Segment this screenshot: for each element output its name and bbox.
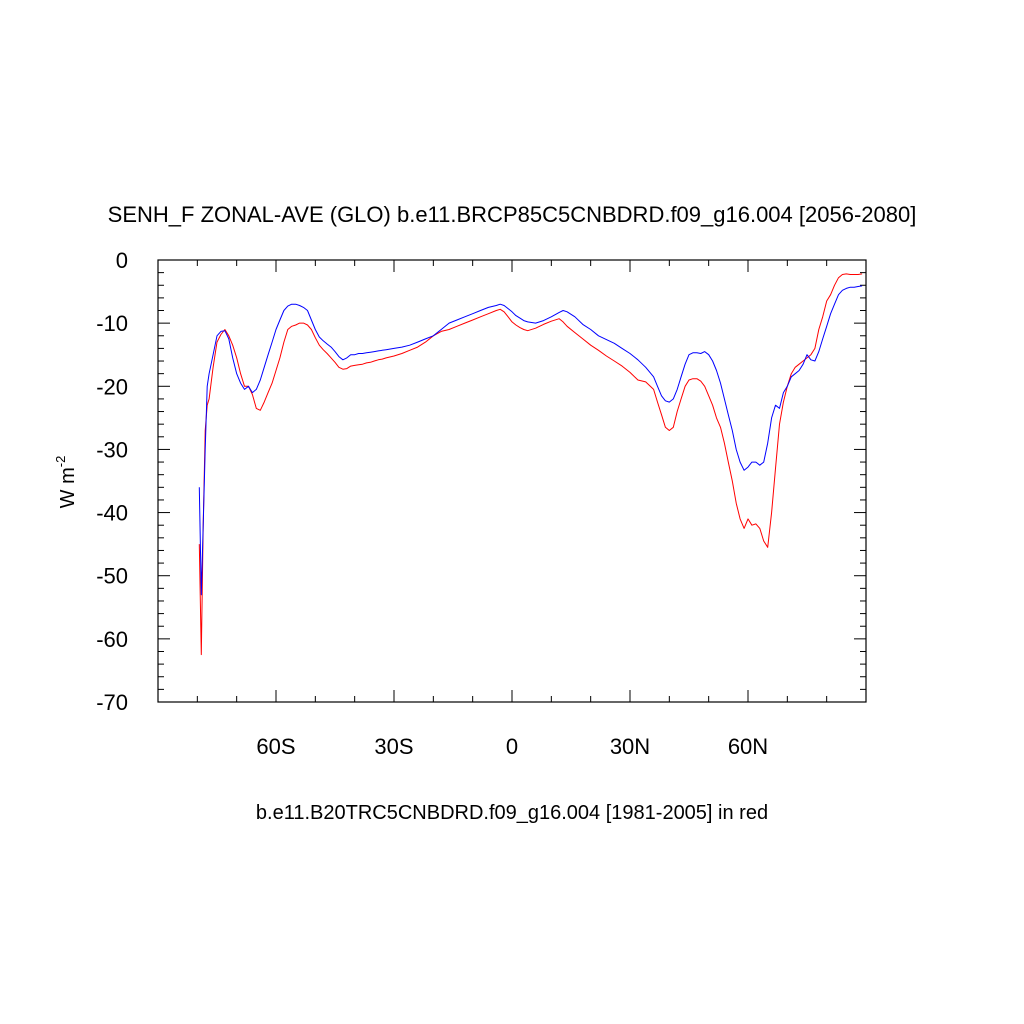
- y-tick-label: -20: [96, 374, 128, 399]
- x-axis: 60S 30S 0 30N 60N: [157, 260, 867, 759]
- plot-frame: [157, 259, 867, 703]
- x-axis-label: b.e11.B20TRC5CNBDRD.f09_g16.004 [1981-20…: [256, 802, 768, 824]
- y-tick-label: -30: [96, 437, 128, 462]
- y-tick-label: -50: [96, 564, 128, 589]
- y-tick-label: 0: [116, 248, 128, 273]
- x-tick-label: 30S: [374, 734, 413, 759]
- y-axis-label-text: W m: [57, 467, 79, 508]
- x-tick-label: 60S: [256, 734, 295, 759]
- x-tick-label: 0: [506, 734, 518, 759]
- y-tick-label: -10: [96, 311, 128, 336]
- y-axis-label: W m-2: [53, 456, 79, 509]
- series-line: [198, 285, 863, 596]
- y-axis-label-superscript: -2: [53, 456, 68, 468]
- y-tick-label: -70: [96, 690, 128, 715]
- chart-title: SENH_F ZONAL-AVE (GLO) b.e11.BRCP85C5CNB…: [108, 202, 917, 227]
- series-group: [198, 273, 863, 656]
- y-tick-label: -40: [96, 501, 128, 526]
- series-line: [198, 273, 863, 656]
- x-tick-label: 30N: [610, 734, 650, 759]
- y-axis: 0 -10 -20 -30 -40 -50 -60 -70: [96, 248, 866, 715]
- plot-border: [157, 259, 867, 703]
- x-tick-label: 60N: [728, 734, 768, 759]
- y-tick-label: -60: [96, 627, 128, 652]
